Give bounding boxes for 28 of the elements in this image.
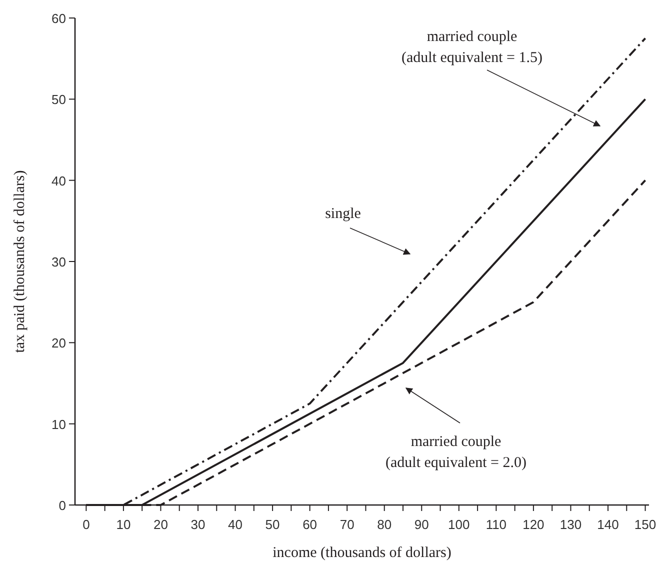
x-tick-label: 10: [116, 517, 131, 532]
y-tick-label: 30: [52, 254, 66, 270]
x-tick-label: 0: [82, 517, 90, 532]
annotation: married couple (adult equivalent = 2.0): [386, 434, 526, 471]
x-tick-label: 100: [448, 517, 470, 532]
y-tick-label: 40: [52, 173, 66, 188]
x-tick-label: 140: [597, 517, 619, 532]
x-tick-label: 150: [634, 517, 656, 532]
x-tick-label: 40: [228, 517, 243, 532]
y-tick-label: 60: [52, 11, 66, 26]
x-tick-label: 30: [190, 517, 206, 532]
x-tick-label: 90: [414, 517, 429, 532]
x-tick-label: 60: [302, 517, 318, 532]
x-tick-label: 20: [153, 517, 168, 532]
x-axis-title: income (thousands of dollars): [272, 545, 452, 561]
y-tick-label: 0: [58, 498, 66, 513]
x-tick-label: 50: [265, 517, 280, 532]
annotation: single: [325, 206, 362, 222]
x-tick-label: 80: [377, 517, 392, 532]
x-tick-label: 120: [522, 517, 544, 532]
y-axis-title: tax paid (thousands of dollars): [12, 170, 28, 353]
x-tick-label: 110: [486, 517, 507, 532]
y-tick-label: 20: [52, 336, 66, 351]
annotation: married couple (adult equivalent = 1.5): [402, 29, 542, 66]
y-tick-label: 50: [52, 92, 66, 108]
y-tick-label: 10: [52, 416, 66, 432]
x-tick-label: 130: [560, 517, 582, 532]
x-tick-label: 70: [340, 517, 354, 532]
